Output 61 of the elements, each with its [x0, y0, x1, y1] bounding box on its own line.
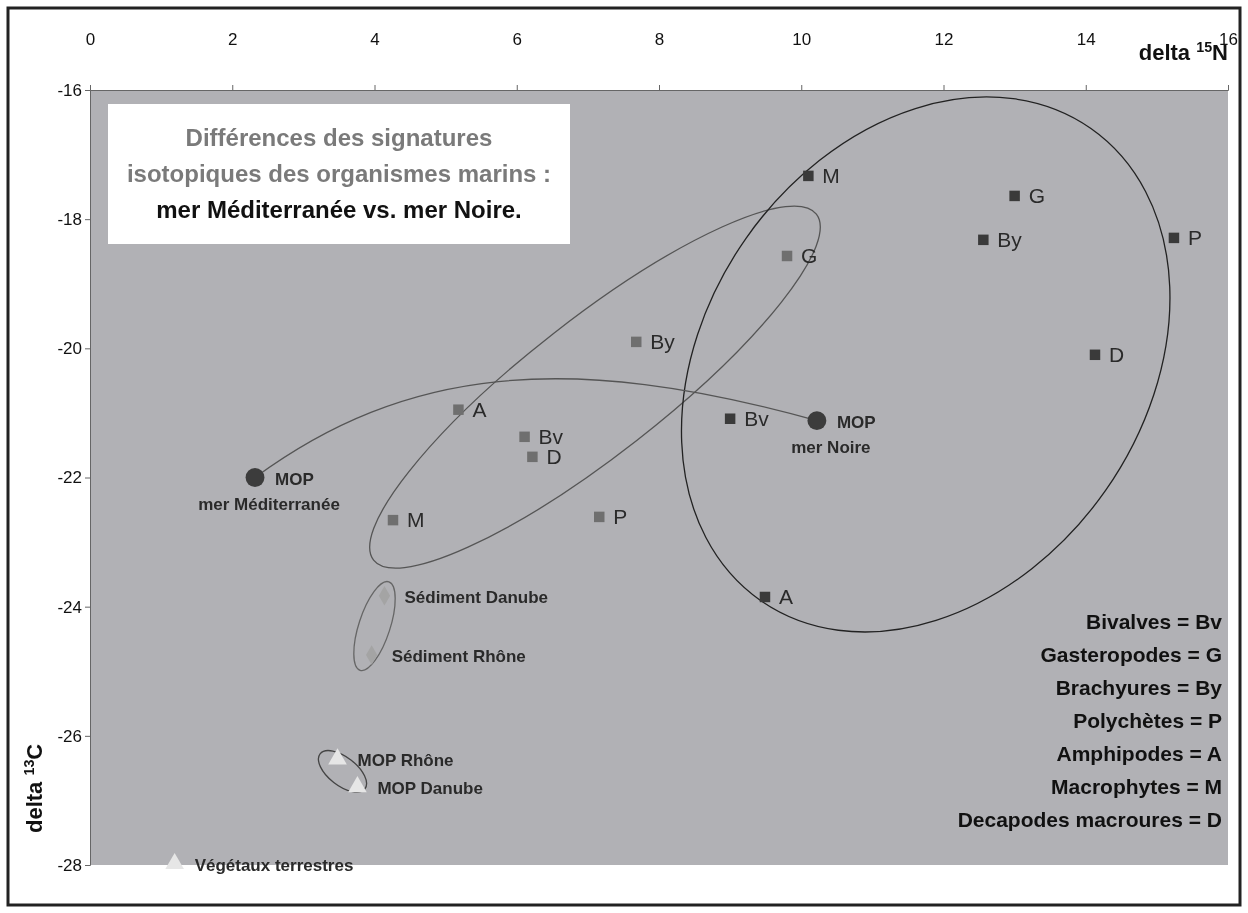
annotation: D	[1109, 342, 1125, 366]
annotation: MOP Rhône	[357, 751, 454, 771]
annotation: A	[472, 397, 487, 421]
point	[631, 336, 642, 348]
point	[527, 451, 538, 463]
annotation: Amphipodes = A	[1056, 742, 1222, 765]
annotation: Sédiment Rhône	[391, 647, 526, 667]
point	[803, 170, 814, 182]
point	[1089, 349, 1101, 361]
annotation: P	[1187, 225, 1202, 249]
text: Différences des signatures isotopiques des organismes marins : mer Méditerranée vs. mer Noire.	[126, 124, 552, 223]
point	[781, 250, 793, 262]
point	[165, 852, 184, 870]
annotation: Bivalves = Bv	[1085, 610, 1223, 633]
y-tick-label: -24	[57, 597, 82, 617]
point	[1168, 232, 1180, 244]
annotation: Polychètes = P	[1073, 709, 1222, 732]
y-tick-label: -22	[57, 468, 82, 488]
annotation: MOP Danube	[377, 778, 483, 798]
annotation: G	[801, 243, 818, 267]
annotation: Brachyures = By	[1055, 676, 1223, 699]
y-tick-label: -26	[57, 726, 82, 746]
annotation: M	[822, 163, 840, 187]
annotation: P	[613, 504, 628, 528]
x-tick-label: 10	[792, 30, 812, 49]
y-tick-label: -28	[57, 855, 82, 875]
x-tick-label: 0	[85, 30, 96, 49]
x-tick-label: 8	[654, 30, 665, 49]
x-tick-label: 2	[228, 30, 238, 49]
point	[1009, 190, 1020, 202]
point	[594, 511, 605, 523]
x-tick-label: 4	[370, 30, 380, 49]
annotation: Decapodes macroures = D	[957, 808, 1222, 831]
point	[453, 404, 464, 415]
y-tick-label: -18	[57, 210, 82, 230]
point	[348, 776, 367, 793]
point	[245, 468, 265, 487]
point	[724, 413, 736, 424]
point	[807, 411, 827, 431]
annotation: MOP mer Méditerranée	[198, 469, 340, 514]
x-tick-label: 12	[934, 30, 954, 49]
point	[759, 591, 771, 603]
x-tick-label: 14	[1076, 30, 1096, 49]
annotation: Bv	[744, 406, 770, 430]
annotation: By	[997, 227, 1023, 251]
annotation: Sédiment Danube	[404, 587, 549, 607]
y-tick-label: -16	[57, 80, 82, 100]
annotation: MOP mer Noire	[791, 412, 876, 457]
annotation: G	[1028, 183, 1045, 207]
annotation: By	[650, 329, 676, 353]
annotation: Végétaux terrestres	[194, 855, 354, 875]
y-tick-label: -20	[57, 339, 82, 359]
annotation: M	[406, 508, 425, 532]
point	[328, 748, 347, 765]
point	[387, 514, 399, 526]
x-tick-label: 6	[512, 30, 522, 49]
point	[519, 431, 530, 443]
point	[978, 234, 989, 246]
annotation: Macrophytes = M	[1051, 775, 1222, 798]
annotation: A	[778, 584, 793, 608]
annotation: Gasteropodes = G	[1040, 643, 1222, 666]
